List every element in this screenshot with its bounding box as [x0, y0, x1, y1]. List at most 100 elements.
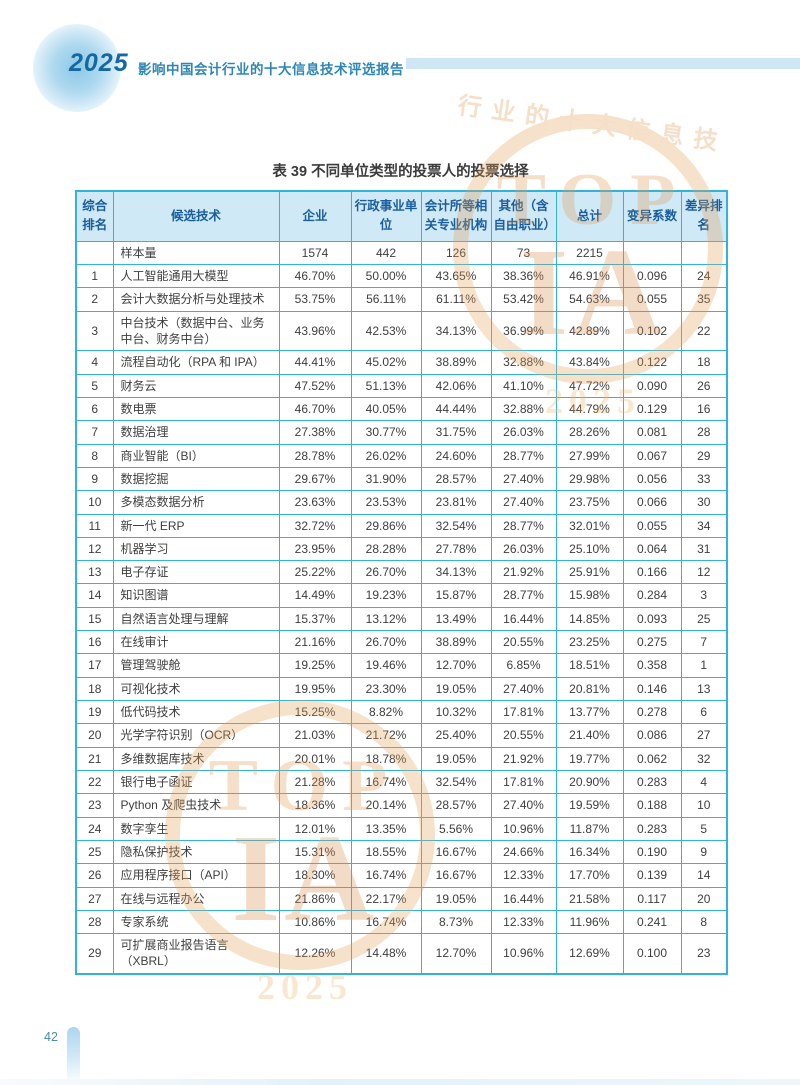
- cell-value: 13: [680, 676, 728, 702]
- table-row: 17 管理驾驶舱 19.25% 19.46% 12.70% 6.85% 18.51% 0.35…: [75, 653, 728, 678]
- cell-value: 23.75%: [555, 490, 624, 515]
- cell-value: 26.03%: [490, 536, 557, 562]
- cell-value: 0.188: [622, 793, 682, 818]
- cell-value: 19.05%: [420, 746, 492, 771]
- cell-value: 19.59%: [555, 793, 624, 818]
- table-row: 16 在线审计 21.16% 26.70% 38.89% 20.55% 23.25% 0.27…: [75, 630, 728, 655]
- cell-value: 56.11%: [350, 287, 422, 312]
- cell-rank: 18: [75, 676, 114, 702]
- column-header: 会计所等相关专业机构: [420, 190, 492, 242]
- cell-value: 19.25%: [278, 653, 352, 678]
- header-bar-decoration: [406, 58, 800, 69]
- table-row: 21 多维数据库技术 20.01% 18.78% 19.05% 21.92% 19.77% 0…: [75, 746, 728, 771]
- cell-value: 20.01%: [278, 746, 352, 771]
- cell-value: 27.78%: [420, 536, 492, 562]
- cell-value: 26: [680, 373, 728, 398]
- cell-value: [622, 240, 682, 266]
- cell-value: 61.11%: [420, 287, 492, 312]
- cell-value: 24.66%: [490, 839, 557, 865]
- cell-value: 32.88%: [490, 396, 557, 422]
- cell-value: 26.03%: [490, 420, 557, 445]
- cell-rank: 11: [75, 513, 114, 538]
- cell-value: 20.14%: [350, 793, 422, 818]
- cell-value: 18.78%: [350, 746, 422, 771]
- cell-value: 0.067: [622, 443, 682, 468]
- cell-value: 12.33%: [490, 863, 557, 888]
- table-row: 3 中台技术（数据中台、业务中台、财务中台） 43.96% 42.53% 34.13% 3…: [75, 310, 728, 352]
- cell-rank: 6: [75, 396, 114, 422]
- table-row: 10 多模态数据分析 23.63% 23.53% 23.81% 27.40% 23.75% 0…: [75, 490, 728, 515]
- table-row: 1 人工智能通用大模型 46.70% 50.00% 43.65% 38.36% 46.91%…: [75, 264, 728, 289]
- header-title: 影响中国会计行业的十大信息技术评选报告: [138, 62, 404, 77]
- cell-value: 18.30%: [278, 863, 352, 888]
- cell-value: 23.30%: [350, 676, 422, 702]
- cell-rank: 12: [75, 536, 114, 562]
- cell-value: 13.49%: [420, 606, 492, 632]
- cell-value: 32: [680, 746, 728, 771]
- cell-rank: 7: [75, 420, 114, 445]
- watermark-arc-text: 行业的十大信息技: [456, 93, 729, 157]
- cell-value: 15.31%: [278, 839, 352, 865]
- cell-value: 32.54%: [420, 513, 492, 538]
- cell-tech-name: 知识图谱: [112, 583, 280, 608]
- cell-value: 32.72%: [278, 513, 352, 538]
- cell-value: 16.44%: [490, 606, 557, 632]
- table-row: 4 流程自动化（RPA 和 IPA） 44.41% 45.02% 38.89% 32.88…: [75, 350, 728, 375]
- cell-value: 5.56%: [420, 816, 492, 841]
- cell-tech-name: 专家系统: [112, 909, 280, 935]
- cell-value: 41.10%: [490, 373, 557, 398]
- cell-tech-name: 银行电子函证: [112, 769, 280, 795]
- cell-rank: 17: [75, 653, 114, 678]
- cell-value: 23.63%: [278, 490, 352, 515]
- cell-value: 27.40%: [490, 466, 557, 492]
- cell-value: 46.70%: [278, 264, 352, 289]
- cell-value: 28.78%: [278, 443, 352, 468]
- cell-value: 32.88%: [490, 350, 557, 375]
- cell-value: 24.60%: [420, 443, 492, 468]
- cell-value: 5: [680, 816, 728, 841]
- cell-value: 31.75%: [420, 420, 492, 445]
- cell-value: 21.86%: [278, 886, 352, 911]
- cell-value: 0.129: [622, 396, 682, 422]
- cell-value: 40.05%: [350, 396, 422, 422]
- cell-value: 0.100: [622, 933, 682, 975]
- voting-table: 综合排名 候选技术 企业 行政事业单位 会计所等相关专业机构 其他（含自由职业） 总计 变异系…: [75, 190, 728, 975]
- cell-value: 25: [680, 606, 728, 632]
- table-row: 29 可扩展商业报告语言（XBRL） 12.26% 14.48% 12.70% 10.96…: [75, 933, 728, 975]
- cell-value: 21.16%: [278, 630, 352, 655]
- cell-value: 6.85%: [490, 653, 557, 678]
- cell-value: 28.26%: [555, 420, 624, 445]
- cell-value: 19.05%: [420, 676, 492, 702]
- cell-tech-name: 会计大数据分析与处理技术: [112, 287, 280, 312]
- cell-tech-name: 在线审计: [112, 630, 280, 655]
- cell-value: 30.77%: [350, 420, 422, 445]
- cell-value: 0.117: [622, 886, 682, 911]
- cell-value: 43.65%: [420, 264, 492, 289]
- cell-value: 20.55%: [490, 630, 557, 655]
- cell-value: 0.062: [622, 746, 682, 771]
- cell-value: 12.26%: [278, 933, 352, 975]
- cell-value: 13.77%: [555, 699, 624, 725]
- cell-value: 20: [680, 886, 728, 911]
- cell-value: 2215: [555, 240, 624, 266]
- cell-value: 15.37%: [278, 606, 352, 632]
- cell-value: 3: [680, 583, 728, 608]
- cell-value: 20.55%: [490, 723, 557, 748]
- cell-value: 0.283: [622, 769, 682, 795]
- page-number: 42: [44, 1030, 58, 1044]
- cell-value: 44.79%: [555, 396, 624, 422]
- cell-value: 10.86%: [278, 909, 352, 935]
- cell-value: 0.358: [622, 653, 682, 678]
- cell-rank: 20: [75, 723, 114, 748]
- cell-rank: 19: [75, 699, 114, 725]
- table-row: 9 数据挖掘 29.67% 31.90% 28.57% 27.40% 29.98% 0.056…: [75, 466, 728, 492]
- cell-value: 13.35%: [350, 816, 422, 841]
- cell-value: 0.093: [622, 606, 682, 632]
- cell-value: 0.081: [622, 420, 682, 445]
- cell-value: 27: [680, 723, 728, 748]
- cell-value: [680, 240, 728, 266]
- table-body: 样本量 1574 442 126 73 2215 1 人工智能通用大模型 46.70% 50.00…: [75, 240, 728, 975]
- cell-tech-name: 商业智能（BI）: [112, 443, 280, 468]
- cell-rank: 26: [75, 863, 114, 888]
- cell-value: 8: [680, 909, 728, 935]
